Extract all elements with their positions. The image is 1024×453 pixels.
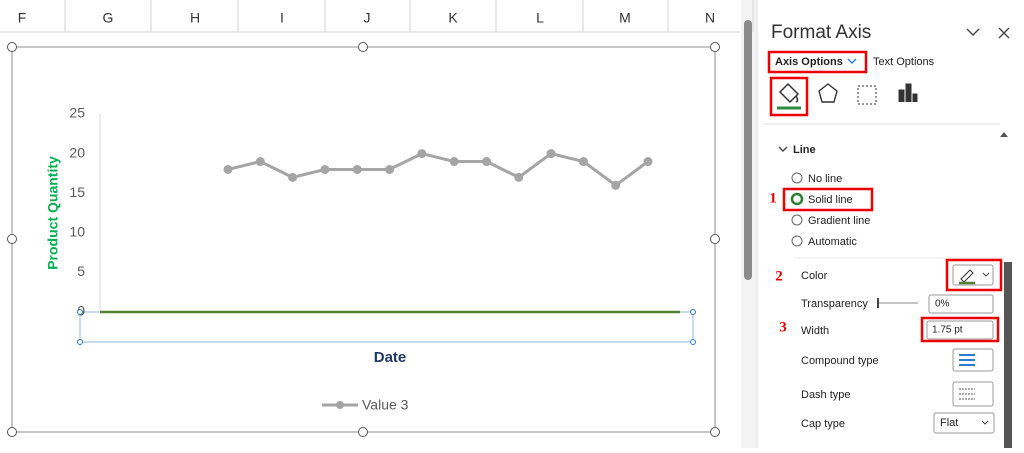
step-number: 2	[775, 268, 783, 284]
resize-handle[interactable]	[358, 427, 368, 437]
column-header[interactable]: F	[18, 10, 27, 26]
property-label: Cap type	[801, 418, 845, 430]
cap-dropdown[interactable]	[933, 412, 995, 434]
spin-box[interactable]	[926, 320, 994, 340]
column-header[interactable]: K	[448, 10, 458, 26]
property-label: Dash type	[801, 389, 851, 401]
section-chevron[interactable]	[778, 146, 788, 152]
y-tick-label: 25	[69, 105, 85, 121]
data-point	[223, 164, 233, 174]
highlight-box	[767, 50, 868, 74]
axis-options-icon[interactable]	[898, 83, 918, 102]
column-header[interactable]: M	[619, 10, 631, 26]
y-tick-label: 20	[69, 144, 85, 160]
y-tick-label: 10	[69, 224, 85, 240]
step-number: 3	[779, 319, 787, 335]
column-header[interactable]: J	[364, 10, 371, 26]
data-point	[385, 164, 395, 174]
resize-handle[interactable]	[710, 234, 720, 244]
data-point	[546, 149, 556, 159]
radio[interactable]	[790, 192, 804, 206]
selection-handle[interactable]	[77, 309, 83, 315]
dropdown-chevron	[981, 420, 989, 425]
legend-label: Value 3	[362, 397, 409, 413]
legend-marker	[336, 401, 344, 409]
pane-close[interactable]	[998, 27, 1010, 39]
tab-chevron	[847, 58, 857, 64]
size-icon[interactable]	[857, 85, 877, 105]
resize-handle[interactable]	[710, 42, 720, 52]
sheet-scroll-thumb[interactable]	[744, 20, 752, 280]
data-point	[578, 157, 588, 167]
compound-icon	[959, 354, 975, 366]
data-point	[417, 149, 427, 159]
radio-label[interactable]: Solid line	[808, 194, 853, 206]
highlight-box	[782, 187, 874, 212]
radio[interactable]	[791, 235, 803, 247]
column-header[interactable]: H	[190, 10, 200, 26]
x-axis-title: Date	[374, 349, 407, 366]
spin-box[interactable]	[928, 294, 994, 314]
resize-handle[interactable]	[7, 234, 17, 244]
data-point	[449, 157, 459, 167]
bucket-icon	[778, 82, 800, 104]
property-label: Compound type	[801, 355, 879, 367]
highlight-box	[945, 258, 1003, 292]
radio-label[interactable]: No line	[808, 173, 842, 185]
dropdown-chevron	[982, 272, 990, 277]
radio[interactable]	[791, 214, 803, 226]
tab[interactable]: Axis Options	[775, 56, 843, 68]
transparency-value[interactable]: 0%	[935, 299, 950, 310]
column-header[interactable]: N	[705, 10, 715, 26]
pen-icon	[960, 269, 974, 283]
selection-handle[interactable]	[690, 339, 696, 345]
data-point	[611, 180, 621, 190]
data-point	[320, 164, 330, 174]
y-tick-label: 15	[69, 184, 85, 200]
format-pane	[757, 0, 1024, 448]
property-label: Color	[801, 270, 828, 282]
column-header[interactable]: I	[280, 10, 284, 26]
pane-scroll-up[interactable]	[1000, 132, 1008, 137]
dash-icon	[959, 388, 975, 400]
pane-title: Format Axis	[771, 22, 871, 43]
width-value[interactable]: 1.75 pt	[932, 325, 963, 336]
color-button[interactable]	[952, 264, 994, 286]
data-point	[255, 157, 265, 167]
resize-handle[interactable]	[710, 427, 720, 437]
pane-scroll-thumb[interactable]	[1004, 262, 1012, 448]
selection-handle[interactable]	[77, 339, 83, 345]
data-point	[288, 172, 298, 182]
data-point	[643, 157, 653, 167]
column-header[interactable]: L	[536, 10, 544, 26]
y-tick-label: 5	[77, 263, 85, 279]
cap-value[interactable]: Flat	[940, 417, 958, 429]
y-axis-title: Product Quantity	[45, 156, 61, 270]
column-header[interactable]: G	[103, 10, 114, 26]
series-line	[227, 152, 649, 187]
property-label: Transparency	[801, 298, 868, 310]
section-title: Line	[793, 144, 816, 156]
property-label: Width	[801, 325, 829, 337]
data-point	[481, 157, 491, 167]
effects-icon[interactable]	[818, 83, 838, 103]
data-point	[352, 164, 362, 174]
resize-handle[interactable]	[7, 427, 17, 437]
radio[interactable]	[791, 172, 803, 184]
step-number: 1	[769, 190, 777, 206]
data-point	[514, 172, 524, 182]
resize-handle[interactable]	[358, 42, 368, 52]
pane-menu[interactable]	[966, 28, 980, 36]
column-header-bar	[0, 0, 740, 32]
chart-area[interactable]	[11, 46, 716, 433]
radio-label[interactable]: Gradient line	[808, 215, 870, 227]
tab[interactable]: Text Options	[873, 56, 935, 68]
highlight-box	[920, 316, 1000, 343]
selection-handle[interactable]	[690, 309, 696, 315]
resize-handle[interactable]	[7, 42, 17, 52]
radio-label[interactable]: Automatic	[808, 236, 857, 248]
